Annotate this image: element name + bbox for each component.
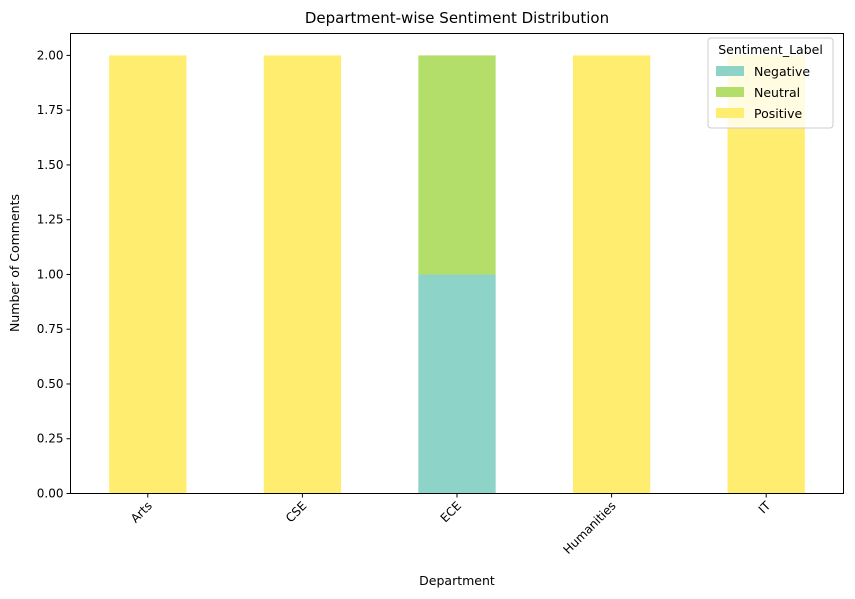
legend-title: Sentiment_Label: [718, 42, 823, 57]
x-axis-title: Department: [419, 573, 495, 588]
x-tick-label: Arts: [128, 499, 155, 526]
bar-cse-positive: [263, 55, 342, 494]
y-tick-label: 1.50: [37, 158, 64, 172]
y-tick-label: 0.75: [37, 322, 64, 336]
y-tick-label: 1.25: [37, 213, 64, 227]
chart-title: Department-wise Sentiment Distribution: [305, 9, 609, 27]
legend-label-positive: Positive: [754, 106, 802, 121]
legend-swatch-positive: [716, 108, 744, 118]
x-axis: Arts CSE ECE Humanities IT: [128, 493, 774, 557]
bars-layer: [109, 55, 805, 494]
x-tick-label: Humanities: [561, 499, 619, 557]
x-tick-label: IT: [756, 498, 774, 516]
bar-ece-neutral: [418, 55, 496, 275]
legend-swatch-neutral: [716, 87, 744, 97]
y-tick-label: 2.00: [37, 48, 64, 62]
y-axis: 0.00 0.25 0.50 0.75 1.00 1.25 1.50 1.75 2.00: [37, 48, 71, 501]
y-tick-label: 0.25: [37, 432, 64, 446]
legend-label-neutral: Neutral: [754, 85, 800, 100]
y-tick-label: 0.00: [37, 487, 64, 501]
legend-label-negative: Negative: [754, 64, 810, 79]
x-tick-label: ECE: [438, 499, 465, 526]
y-tick-label: 0.50: [37, 377, 64, 391]
legend-box: [707, 37, 834, 129]
legend: Sentiment_Label Negative Neutral Positive: [707, 37, 834, 129]
y-tick-label: 1.75: [37, 103, 64, 117]
bar-arts-positive: [109, 55, 187, 494]
y-axis-title: Number of Comments: [7, 194, 22, 332]
legend-swatch-negative: [716, 66, 744, 76]
bar-ece-negative: [418, 274, 496, 494]
x-tick-label: CSE: [283, 499, 310, 526]
y-tick-label: 1.00: [37, 267, 64, 281]
bar-humanities-positive: [572, 55, 651, 494]
plot-frame: [70, 33, 844, 494]
